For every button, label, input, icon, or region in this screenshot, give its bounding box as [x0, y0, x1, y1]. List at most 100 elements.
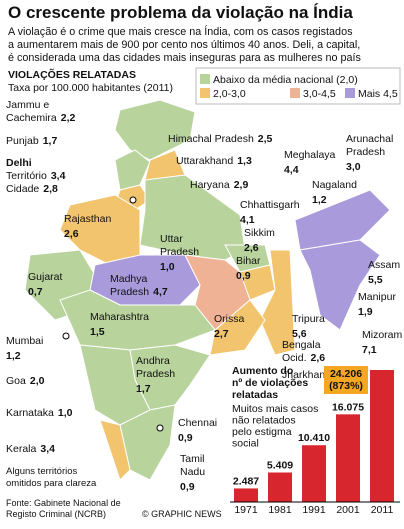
state-value: 4,7	[153, 286, 168, 298]
map-subtitle: Taxa por 100.000 habitantes (2011)	[8, 82, 173, 94]
state-name: Cachemira	[6, 112, 57, 124]
state-label: Cachemira 2,2	[6, 112, 76, 124]
legend-swatch	[200, 74, 210, 84]
state-value: 0,9	[178, 432, 193, 444]
bar	[268, 472, 292, 502]
state-value: 2,5	[258, 133, 273, 145]
state-name: Ocid.	[282, 352, 307, 364]
state-value: 5,5	[368, 274, 383, 286]
state-label: Chhattisgarh	[240, 199, 300, 211]
state-label: Arunachal	[346, 133, 393, 145]
state-label: Maharashtra	[90, 311, 149, 323]
bar	[234, 488, 258, 502]
legend-label: 2,0-3,0	[213, 88, 246, 100]
state-name: Pradesh	[136, 368, 175, 380]
chart-subtitle: não relatados	[232, 415, 296, 427]
state-label: Nagaland	[312, 179, 357, 191]
state-name: Pradesh	[160, 246, 199, 258]
state-label: Goa 2,0	[6, 375, 45, 387]
bar	[336, 414, 360, 502]
state-label: Uttarakhand 1,3	[176, 155, 252, 167]
delhi-value: 3,4	[51, 170, 66, 182]
state-label: Pradesh	[136, 368, 175, 380]
state-value: 3,4	[40, 443, 55, 455]
state-label: Uttar	[160, 233, 183, 245]
chart-title: relatadas	[232, 389, 278, 401]
state-value: 1,2	[6, 350, 21, 362]
state-value: 4,1	[240, 214, 255, 226]
map	[24, 99, 391, 481]
state-value: 4,4	[284, 164, 299, 176]
state-value: 1,7	[43, 135, 58, 147]
subtitle: é considerada uma das cidades mais inseg…	[8, 52, 361, 64]
chart-title: nº de violações	[232, 377, 308, 389]
legend-label: Abaixo da média nacional (2,0)	[213, 74, 358, 86]
subtitle: A violação é o crime que mais cresce na …	[8, 25, 353, 38]
bar	[302, 445, 326, 502]
state-name: Pradesh	[110, 286, 149, 298]
highlight-box	[324, 366, 368, 394]
state-label: Mizoram	[362, 329, 403, 341]
state-label: Tamil	[180, 453, 205, 465]
state-name: Tamil	[180, 453, 205, 465]
title: O crescente problema da violação na Índi…	[8, 3, 353, 22]
state-value: 7,1	[362, 344, 377, 356]
state-label: Kerala 3,4	[6, 443, 55, 455]
state-name: Maharashtra	[90, 311, 149, 323]
state-value: 1,0	[58, 407, 73, 419]
state-label: Ocid. 2,6	[282, 352, 325, 364]
note: Alguns territórios	[6, 466, 78, 477]
bar	[370, 370, 394, 502]
note: omitidos para clareza	[6, 478, 97, 489]
state-value: 1,0	[160, 261, 175, 273]
legend-swatch	[200, 88, 210, 98]
delhi-name: Território	[6, 170, 47, 182]
state-name: Chennai	[178, 417, 217, 429]
legend-label: 3,0-4,5	[303, 88, 336, 100]
state-label: Pradesh	[346, 146, 385, 158]
state-name: Himachal Pradesh	[168, 133, 254, 145]
state-value: 1,7	[136, 383, 151, 395]
state-name: Bengala	[282, 339, 321, 351]
legend-swatch	[290, 88, 300, 98]
state-label: Gujarat	[28, 271, 63, 283]
state-name: Chhattisgarh	[240, 199, 300, 211]
state-name: Nagaland	[312, 179, 357, 191]
state-name: Gujarat	[28, 271, 63, 283]
state-name: Rajasthan	[64, 213, 111, 225]
state-value: 2,9	[234, 179, 249, 191]
state-value: 3,0	[346, 161, 361, 173]
state-name: Uttarakhand	[176, 155, 233, 167]
state-label: Chennai	[178, 417, 217, 429]
bar-value-label: 5.409	[267, 460, 293, 472]
state-label: Assam	[368, 259, 400, 271]
annotation: (873%)	[329, 380, 363, 392]
state-label: Nadu	[180, 466, 205, 478]
delhi-name: Cidade	[6, 183, 39, 195]
state-value: 0,7	[28, 286, 43, 298]
delhi-item: Território 3,4	[6, 170, 66, 182]
state-label: Bihar	[236, 255, 261, 267]
state-value: 2,6	[64, 228, 79, 240]
state-label: Pradesh	[160, 246, 199, 258]
x-tick-label: 1991	[302, 504, 326, 516]
state-label: Manipur	[358, 291, 396, 303]
credit: © GRAPHIC NEWS	[142, 509, 222, 519]
state-name: Andhra	[136, 355, 170, 367]
bar-value-label: 2.487	[233, 475, 259, 487]
state-name: Karnataka	[6, 407, 54, 419]
state-name: Jammu e	[6, 99, 49, 111]
bar-value-label: 16.075	[332, 401, 364, 413]
delhi-value: 2,8	[43, 183, 58, 195]
x-tick-label: 1971	[234, 504, 258, 516]
x-tick-label: 1981	[268, 504, 292, 516]
state-label: Sikkim	[244, 227, 275, 239]
subtitle: a aumentarem mais de 900 por cento nos ú…	[8, 39, 360, 51]
state-name: Pradesh	[346, 146, 385, 158]
state-value: 1,5	[90, 326, 105, 338]
state-value: 2,6	[311, 352, 326, 364]
state-label: Orissa	[214, 313, 244, 325]
x-tick-label: 2001	[336, 504, 360, 516]
state-value: 1,9	[358, 306, 373, 318]
